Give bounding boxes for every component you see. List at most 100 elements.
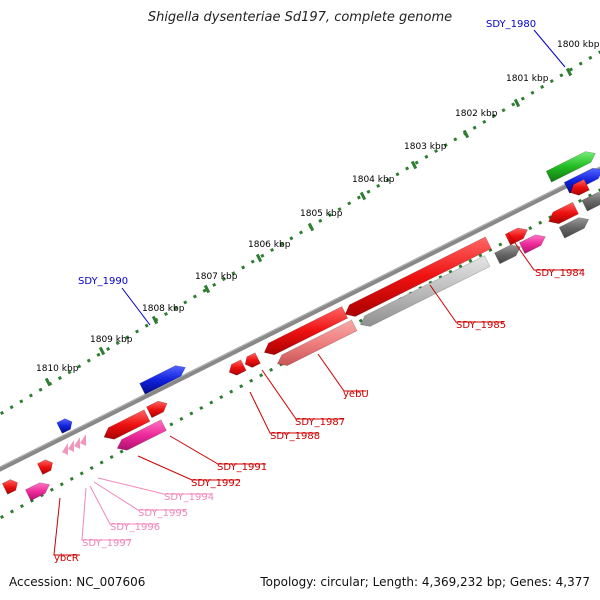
inner-ruler-tick <box>119 449 124 454</box>
inner-ruler-tick <box>458 264 463 269</box>
inner-ruler-tick <box>249 378 254 383</box>
inner-ruler-tick <box>219 395 224 400</box>
outer-ruler-tick <box>77 364 82 369</box>
outer-ruler-tick <box>491 114 496 119</box>
outer-ruler-tick <box>9 405 14 410</box>
ruler-label: 1805 kbp <box>300 209 343 219</box>
gene-gray <box>581 191 600 212</box>
gene-red <box>570 178 590 196</box>
label-leader-line <box>249 391 318 434</box>
outer-ruler-major-tick <box>98 346 106 356</box>
outer-ruler-tick <box>472 125 477 130</box>
outer-ruler-tick <box>192 294 197 299</box>
inner-ruler-tick <box>448 269 453 274</box>
inner-ruler-tick <box>478 253 483 258</box>
label-leader-line <box>93 481 186 511</box>
outer-ruler-major-tick <box>565 67 573 77</box>
outer-ruler-major-tick <box>151 315 159 325</box>
outer-ruler-tick <box>0 410 5 416</box>
outer-ruler-tick <box>337 207 342 212</box>
label-leaders <box>53 29 584 556</box>
inner-ruler-tick <box>29 498 34 503</box>
outer-ruler-major-tick <box>255 253 263 263</box>
outer-ruler-major-tick <box>307 222 315 232</box>
inner-ruler-tick <box>169 422 174 427</box>
outer-ruler-tick <box>424 154 429 159</box>
inner-ruler-tick <box>89 465 94 470</box>
outer-ruler-tick <box>279 242 284 247</box>
outer-ruler-tick <box>434 148 439 153</box>
inner-ruler-tick <box>79 471 84 476</box>
label-leader-line <box>137 455 240 481</box>
gene-red <box>244 352 261 368</box>
gene-label: ybcR <box>54 553 79 564</box>
outer-ruler-tick <box>327 213 332 218</box>
label-leader-line <box>317 353 366 392</box>
label-leader-line <box>81 487 130 541</box>
ruler-label: 1809 kbp <box>90 335 133 345</box>
genome-summary-text: Topology: circular; Length: 4,369,232 bp… <box>260 575 590 589</box>
gene-blue-small <box>56 418 73 434</box>
gene-red-sdy1991 <box>103 409 151 440</box>
gene-red <box>1 479 18 495</box>
label-leader-line <box>89 485 158 525</box>
gene-label: SDY_1996 <box>110 522 160 533</box>
inner-ruler-tick <box>99 460 104 465</box>
gene-label: SDY_1988 <box>270 431 320 442</box>
outer-ruler-tick <box>260 253 265 258</box>
gene-red-sdy1985 <box>344 236 492 317</box>
outer-ruler-major-tick <box>462 129 470 139</box>
outer-ruler-tick <box>588 55 593 60</box>
outer-ruler-tick <box>212 282 217 287</box>
inner-ruler-tick <box>597 188 600 193</box>
outer-ruler-tick <box>183 300 188 305</box>
gene-red <box>146 400 168 419</box>
gene-gray-sdy1984 <box>494 244 521 265</box>
outer-ruler-tick <box>96 352 101 357</box>
outer-ruler-tick <box>597 50 600 55</box>
outer-ruler-tick <box>289 236 294 241</box>
label-leader-line <box>97 477 212 495</box>
inner-ruler-tick <box>179 416 184 421</box>
outer-ruler-major-tick <box>203 284 211 294</box>
outer-ruler-tick <box>405 166 410 171</box>
ruler-label: 1802 kbp <box>455 109 498 119</box>
outer-ruler-tick <box>395 172 400 177</box>
gene-red-sdy1987 <box>263 306 349 356</box>
outer-ruler-tick <box>67 370 72 375</box>
outer-ruler-tick <box>231 271 236 276</box>
gene-label: SDY_1985 <box>456 320 506 331</box>
outer-ruler-tick <box>298 230 304 235</box>
gene-label: SDY_1984 <box>535 268 585 279</box>
gene-lightgray <box>359 255 491 327</box>
outer-ruler-tick <box>356 195 361 200</box>
outer-ruler-tick <box>569 67 574 72</box>
gene-magenta <box>116 419 167 451</box>
gene-salmon-yebU <box>276 319 358 366</box>
ruler-label: 1810 kbp <box>36 364 79 374</box>
inner-ruler-tick <box>189 411 194 416</box>
gene-red <box>504 227 528 246</box>
inner-ruler-tick <box>528 226 533 231</box>
outer-ruler-tick <box>57 376 62 381</box>
inner-ruler-tick <box>209 400 214 405</box>
inner-ruler-tick <box>578 198 583 203</box>
outer-ruler-tick <box>530 90 535 95</box>
outer-ruler-tick <box>38 387 43 392</box>
label-leader-line <box>53 497 80 556</box>
inner-ruler-tick <box>39 493 44 498</box>
gene-label: SDY_1980 <box>486 19 536 30</box>
inner-ruler-tick <box>199 405 204 411</box>
inner-ruler-tick <box>488 247 493 252</box>
inner-ruler-tick <box>358 318 363 323</box>
pseudo-gene-arrowhead <box>74 437 80 449</box>
outer-ruler-tick <box>202 288 207 293</box>
inner-ruler-tick <box>109 455 114 460</box>
outer-ruler-tick <box>578 61 583 66</box>
map-title: Shigella dysenteriae Sd197, complete gen… <box>147 10 453 25</box>
outer-ruler-tick <box>414 160 419 165</box>
inner-ruler-tick <box>498 242 503 247</box>
outer-ruler-tick <box>28 393 33 398</box>
gene-label: SDY_1997 <box>82 538 132 549</box>
gene-label: SDY_1994 <box>164 492 214 503</box>
